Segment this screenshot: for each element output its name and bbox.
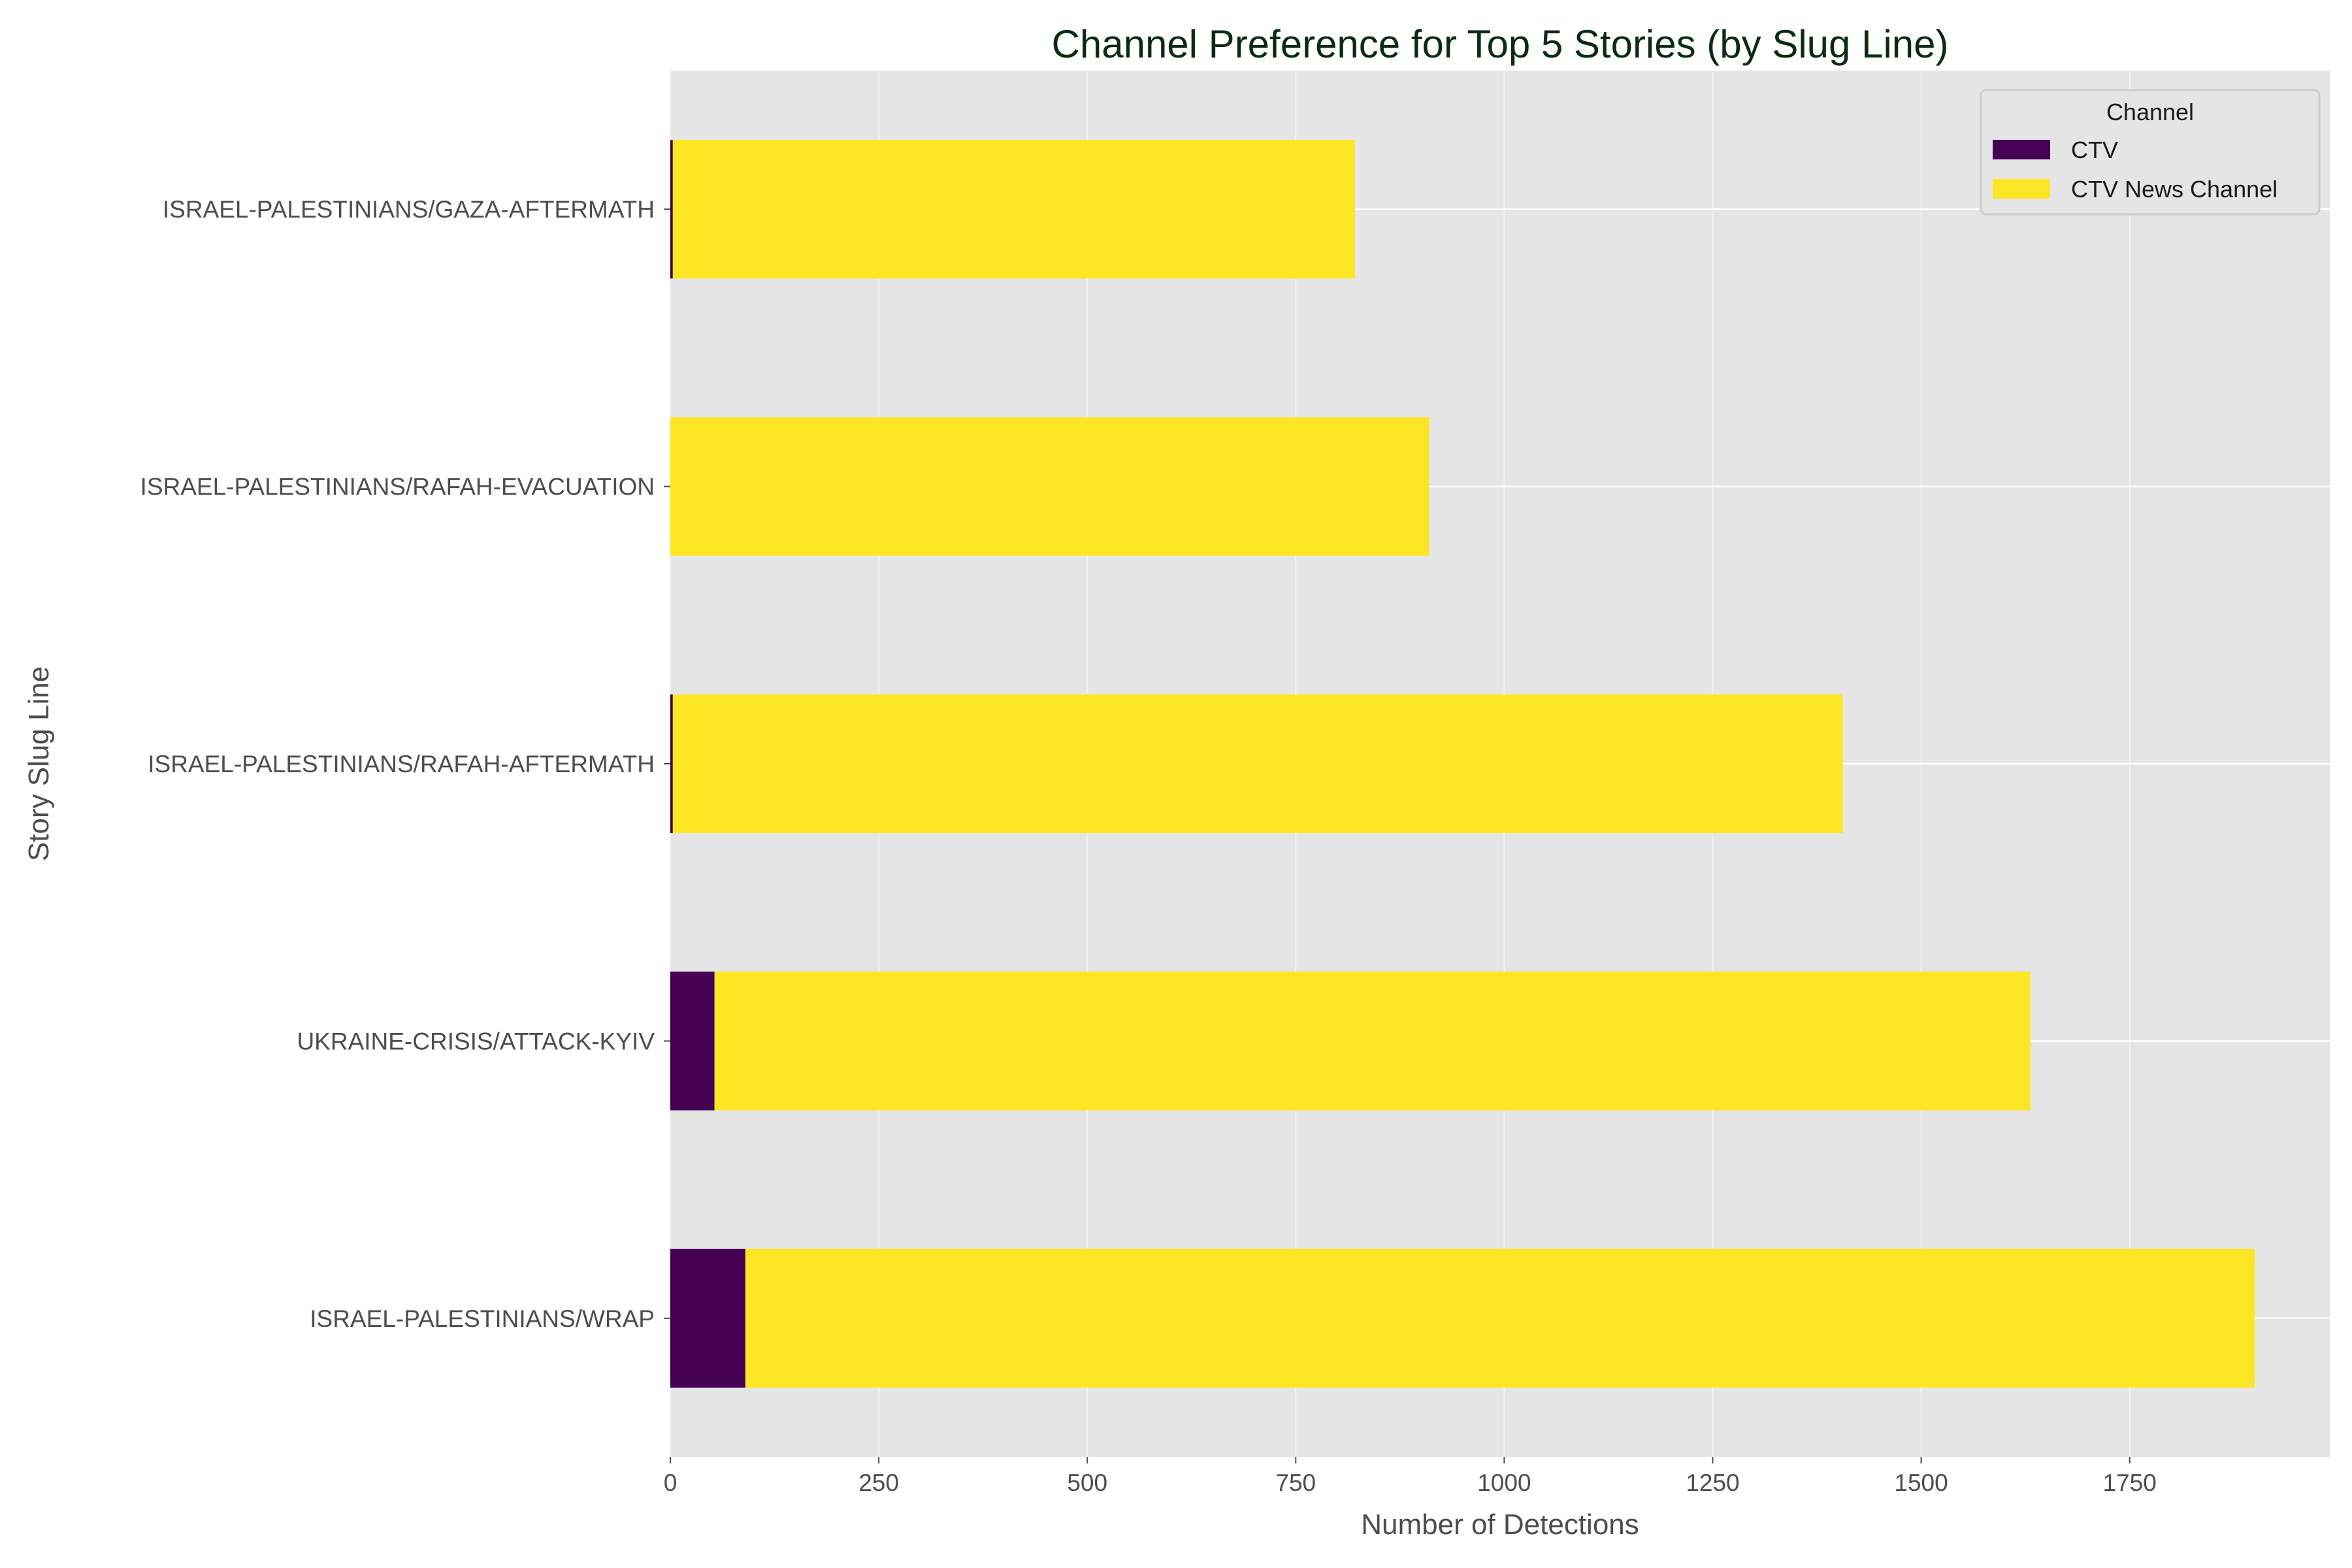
bar-ctv-israel-palestinians-rafah-aftermath bbox=[670, 694, 673, 834]
legend-label-ctv: CTV bbox=[2071, 137, 2118, 163]
y-tick-label: ISRAEL-PALESTINIANS/RAFAH-AFTERMATH bbox=[148, 751, 655, 777]
x-axis: 0 250 500 750 1000 1250 1500 1750 bbox=[664, 1457, 2157, 1496]
y-axis: ISRAEL-PALESTINIANS/WRAP UKRAINE-CRISIS/A… bbox=[140, 196, 670, 1332]
x-tick-label: 500 bbox=[1067, 1469, 1107, 1496]
chart-title: Channel Preference for Top 5 Stories (by… bbox=[1052, 22, 1949, 66]
legend-swatch-ctv bbox=[1993, 140, 2050, 159]
x-tick-label: 1250 bbox=[1686, 1469, 1739, 1496]
bar-ctv-ukraine-crisis-attack-kyiv bbox=[670, 972, 715, 1111]
bar-ctv-news-channel-israel-palestinians-rafah-evacuation bbox=[670, 417, 1429, 556]
bar-ctv-news-channel-ukraine-crisis-attack-kyiv bbox=[714, 972, 2031, 1111]
legend-title: Channel bbox=[2106, 99, 2194, 125]
x-tick-label: 0 bbox=[664, 1469, 678, 1496]
bars bbox=[670, 140, 2255, 1388]
bar-ctv-news-channel-israel-palestinians-gaza-aftermath bbox=[672, 140, 1355, 279]
y-tick-label: ISRAEL-PALESTINIANS/RAFAH-EVACUATION bbox=[140, 474, 655, 500]
x-tick-label: 750 bbox=[1275, 1469, 1316, 1496]
y-axis-label: Story Slug Line bbox=[23, 666, 55, 861]
x-axis-label: Number of Detections bbox=[1361, 1509, 1639, 1541]
legend-label-ctv-news-channel: CTV News Channel bbox=[2071, 176, 2278, 203]
bar-ctv-news-channel-israel-palestinians-wrap bbox=[745, 1249, 2255, 1388]
bar-ctv-israel-palestinians-wrap bbox=[670, 1249, 745, 1388]
legend-box bbox=[1980, 89, 2321, 216]
y-tick-label: UKRAINE-CRISIS/ATTACK-KYIV bbox=[297, 1028, 655, 1054]
bar-ctv-news-channel-israel-palestinians-rafah-aftermath bbox=[672, 694, 1843, 834]
x-tick-label: 250 bbox=[858, 1469, 899, 1496]
bar-ctv-israel-palestinians-gaza-aftermath bbox=[670, 140, 673, 279]
legend-swatch-ctv-news-channel bbox=[1993, 179, 2050, 199]
x-tick-label: 1750 bbox=[2103, 1469, 2157, 1496]
x-tick-label: 1000 bbox=[1477, 1469, 1531, 1496]
y-tick-label: ISRAEL-PALESTINIANS/WRAP bbox=[310, 1305, 655, 1332]
x-tick-label: 1500 bbox=[1894, 1469, 1948, 1496]
legend: Channel CTV CTV News Channel bbox=[1980, 89, 2321, 216]
y-tick-label: ISRAEL-PALESTINIANS/GAZA-AFTERMATH bbox=[163, 196, 655, 223]
